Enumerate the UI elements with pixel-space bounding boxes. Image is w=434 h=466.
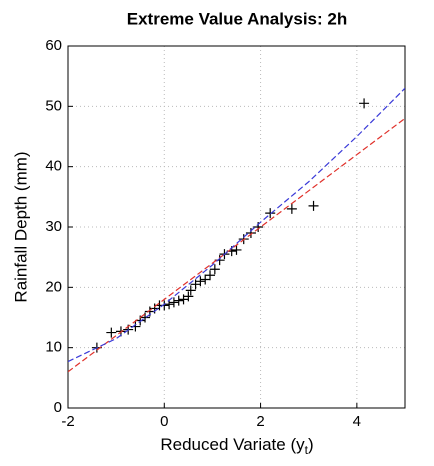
fit-line — [68, 117, 405, 373]
x-tick-label: 2 — [256, 413, 264, 430]
data-point — [286, 203, 297, 214]
y-axis-label: Rainfall Depth (mm) — [11, 151, 30, 302]
data-point — [205, 270, 216, 281]
x-tick-label: 4 — [353, 413, 361, 430]
y-tick-label: 30 — [45, 218, 62, 235]
data-point — [195, 276, 206, 287]
chart-title: Extreme Value Analysis: 2h — [127, 9, 347, 28]
data-point — [209, 264, 220, 275]
data-point — [140, 312, 151, 323]
data-point — [245, 228, 256, 239]
x-label-end: ) — [308, 435, 314, 454]
y-tick-label: 40 — [45, 158, 62, 175]
x-label-text: Reduced Variate (y — [160, 435, 305, 454]
plot-frame — [67, 45, 406, 409]
data-point — [200, 274, 211, 285]
data-point — [265, 208, 276, 219]
x-axis-label: Reduced Variate (yt) — [160, 435, 313, 457]
y-tick-label: 0 — [54, 399, 62, 416]
y-tick-label: 60 — [45, 37, 62, 54]
x-label-subscript: t — [305, 443, 309, 457]
x-tick-label: 0 — [160, 413, 168, 430]
y-tick-label: 10 — [45, 339, 62, 356]
y-tick-label: 20 — [45, 278, 62, 295]
data-point — [173, 295, 184, 306]
data-point — [308, 200, 319, 211]
data-point — [253, 222, 264, 232]
y-tick-label: 50 — [45, 97, 62, 114]
data-point — [106, 327, 117, 338]
data-point — [168, 297, 179, 308]
data-point — [185, 285, 196, 296]
fit-line — [68, 87, 405, 363]
data-point — [231, 244, 242, 255]
data-point — [359, 98, 370, 109]
x-tick-label: -2 — [61, 413, 74, 430]
data-point — [159, 300, 170, 311]
data-point — [183, 291, 194, 302]
